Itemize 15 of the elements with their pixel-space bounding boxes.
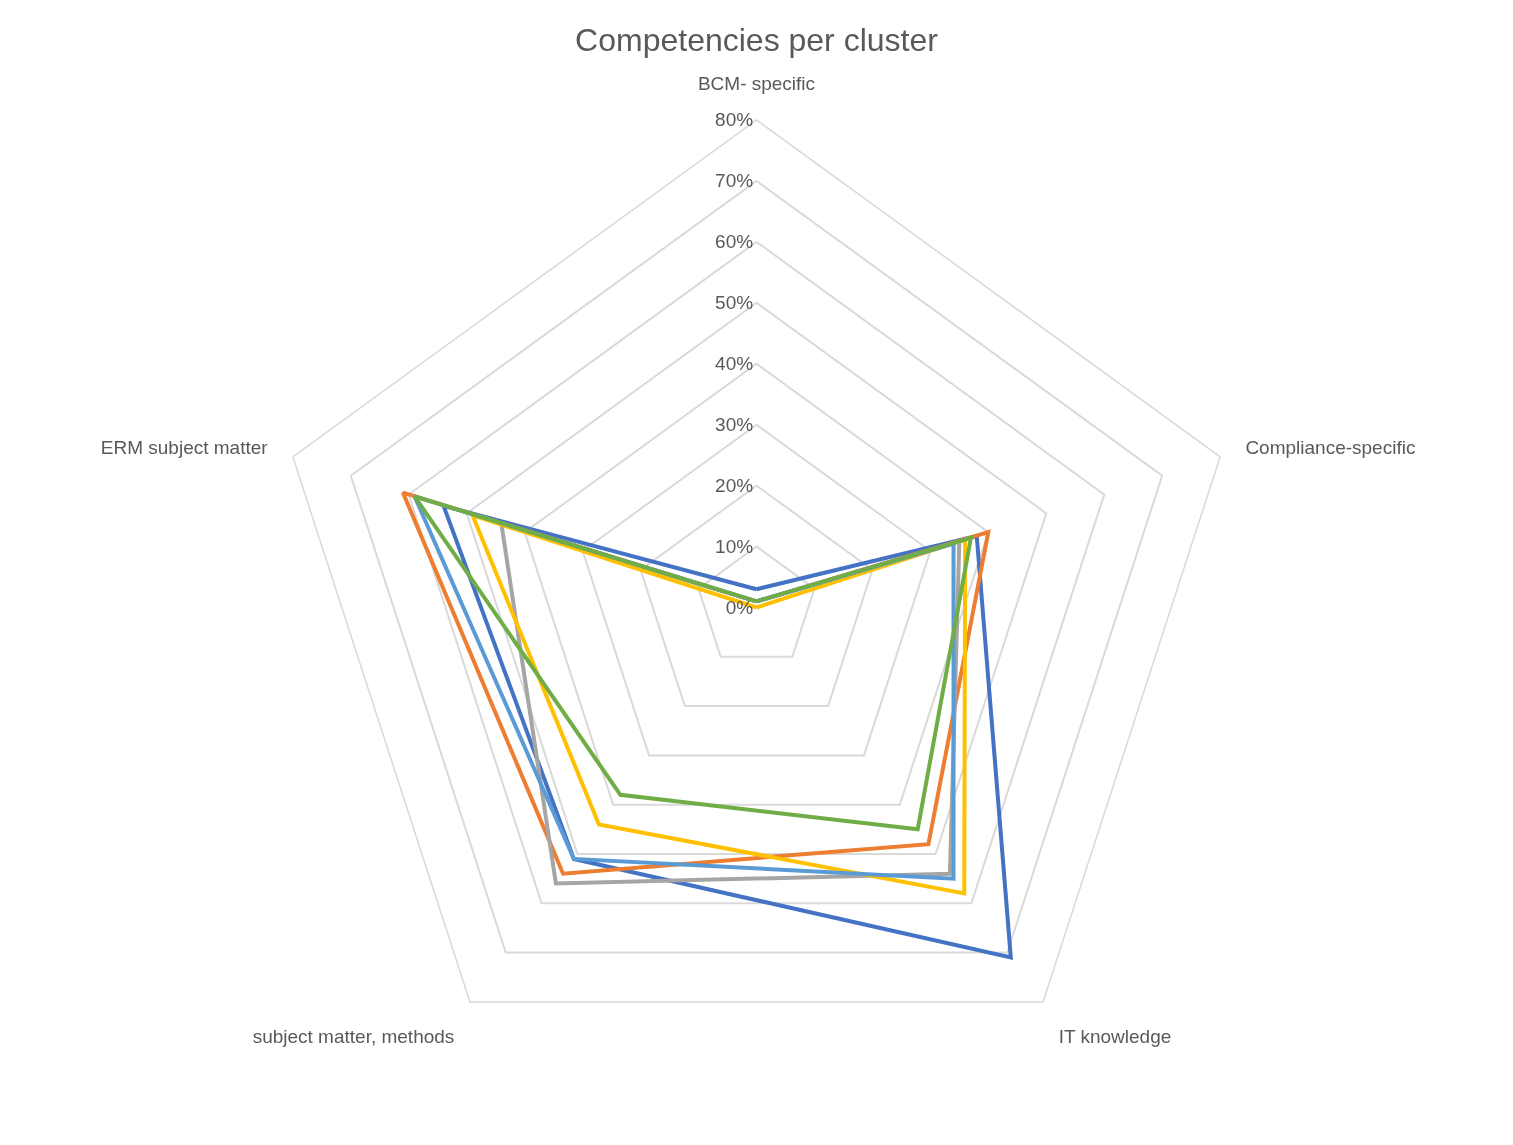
y-tick-label: 60% — [715, 231, 754, 253]
spoke-label: IT knowledge — [1058, 1025, 1172, 1047]
y-tick-label: 40% — [715, 352, 754, 374]
spoke-label: Compliance-specific — [1245, 436, 1416, 458]
chart-title: Competencies per cluster — [575, 22, 939, 59]
y-tick-label: 0% — [725, 596, 754, 618]
y-tick-label: 10% — [715, 535, 754, 557]
y-tick-label: 50% — [715, 291, 754, 313]
y-tick-label: 70% — [715, 170, 754, 192]
spoke-label: BCM- specific — [697, 72, 816, 94]
y-tick-label: 80% — [715, 109, 754, 131]
spoke-label: subject matter, methods — [252, 1025, 455, 1047]
y-tick-label: 20% — [715, 474, 754, 496]
spoke-label: ERM subject matter — [100, 436, 269, 458]
y-tick-label: 30% — [715, 413, 754, 435]
